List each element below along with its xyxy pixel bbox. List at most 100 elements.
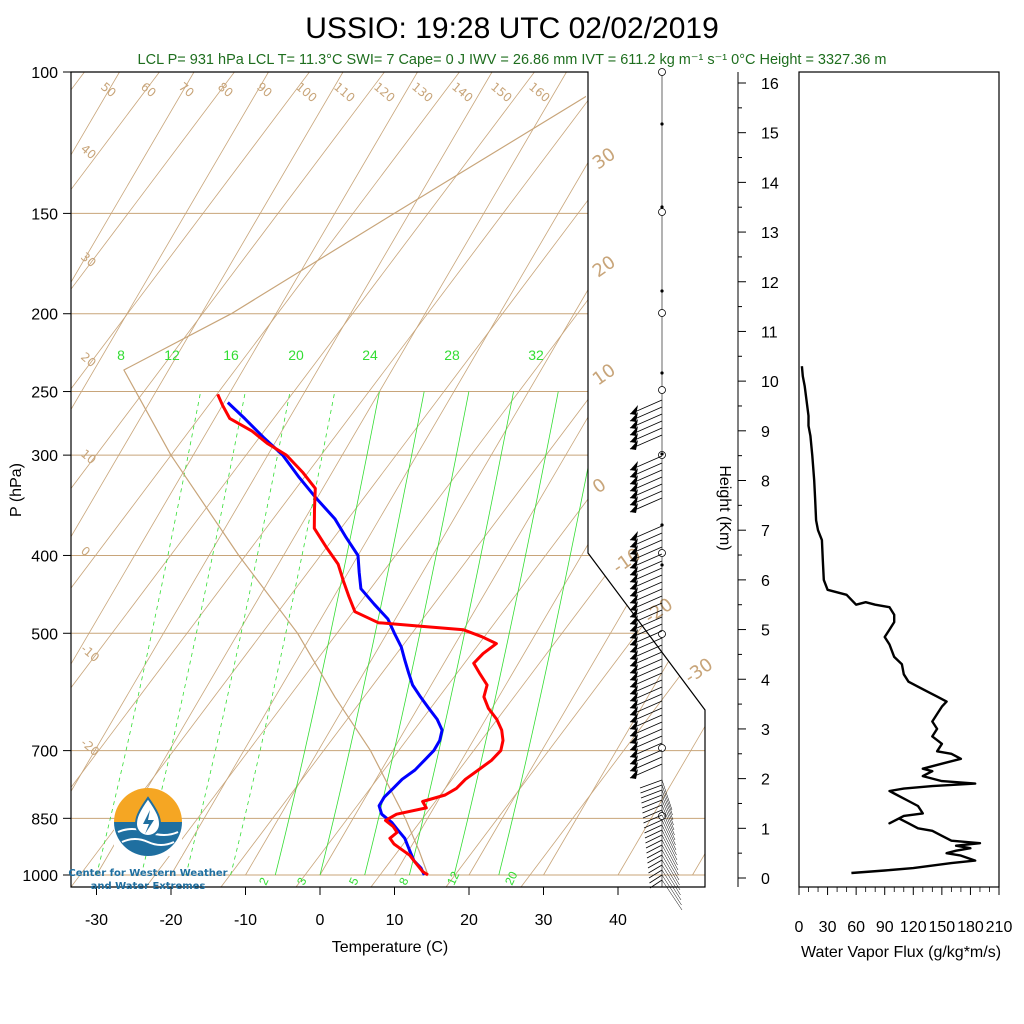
wind-barb-flag xyxy=(630,692,638,702)
wind-barb-flag xyxy=(630,489,638,499)
height-tick-label: 2 xyxy=(761,772,770,789)
parcel-profile-line xyxy=(123,95,586,876)
height-tick-label: 3 xyxy=(761,722,770,739)
height-tick-label: 13 xyxy=(761,225,779,242)
dry-adiabat-label: 10 xyxy=(78,447,99,468)
wind-barb-flag xyxy=(630,552,638,562)
mixing-ratio-top-label: 28 xyxy=(444,347,460,363)
pressure-tick-label: 500 xyxy=(31,626,58,643)
wind-barb xyxy=(641,799,663,809)
mixing-ratio-line xyxy=(96,391,202,876)
dry-adiabat-line xyxy=(0,0,21,887)
flux-frame xyxy=(798,71,1000,888)
wind-barb-tail xyxy=(661,819,677,851)
logo-line-2: and Water Extremes xyxy=(91,881,206,892)
mixing-ratio-line xyxy=(453,391,559,876)
isotherm-line xyxy=(71,72,493,876)
dry-adiabat-label: 40 xyxy=(78,142,99,163)
temperature-profile-line xyxy=(216,393,505,877)
wind-barb xyxy=(646,849,663,859)
flux-tick-label: 180 xyxy=(957,919,984,936)
wind-point-marker xyxy=(660,523,664,527)
dry-adiabat-label: 0 xyxy=(78,544,93,560)
wind-barb-tail xyxy=(661,814,676,846)
wind-barb-flag xyxy=(630,426,638,436)
temperature-tick-label: 0 xyxy=(316,912,325,929)
height-tick-label: 4 xyxy=(761,672,770,689)
wind-barb-flag xyxy=(630,608,638,618)
wind-barb-flag xyxy=(630,664,638,674)
wind-barb xyxy=(649,879,663,889)
dry-adiabat-line xyxy=(71,72,705,887)
pressure-tick-label: 850 xyxy=(31,811,58,828)
temperature-tick-label: 30 xyxy=(535,912,553,929)
wind-barb-flag xyxy=(630,734,638,744)
logo-line-1: Center for Western Weather xyxy=(68,868,227,879)
isotherm-line xyxy=(617,72,705,876)
wind-barb xyxy=(644,829,663,839)
height-tick-label: 14 xyxy=(761,175,779,192)
isotherm-label: 100 xyxy=(293,80,320,105)
wind-barb-tail xyxy=(661,879,683,911)
wind-barb-tail xyxy=(661,789,674,821)
wind-barb-flag xyxy=(630,419,638,429)
wind-point-marker xyxy=(660,371,664,375)
wind-barb-tail xyxy=(661,869,682,901)
isotherm-label: 160 xyxy=(526,80,553,105)
isotherm-line xyxy=(170,72,642,876)
wind-barb-flag xyxy=(630,538,638,548)
isotherm-line xyxy=(245,72,705,876)
wind-barb-flag xyxy=(630,531,638,541)
wind-barb xyxy=(645,839,663,849)
wind-barb-flag xyxy=(630,601,638,611)
wind-barb-flag xyxy=(630,713,638,723)
wind-barb-tail xyxy=(661,809,676,841)
wind-calm-marker xyxy=(658,309,666,317)
wind-barb-flag xyxy=(630,650,638,660)
wind-barb xyxy=(643,814,663,824)
pressure-tick-label: 300 xyxy=(31,448,58,465)
x-axis-label: Temperature (C) xyxy=(332,939,448,956)
wind-barb xyxy=(642,809,663,819)
wind-barb-flag xyxy=(630,769,638,779)
wind-barb-tail xyxy=(661,834,678,866)
dry-adiabat-line xyxy=(295,72,705,887)
flux-tick-label: 30 xyxy=(819,919,837,936)
wind-barb-flag xyxy=(630,405,638,415)
wind-calm-marker xyxy=(658,630,666,638)
wind-barb-flag xyxy=(630,559,638,569)
mixing-ratio-bottom-label: 2 xyxy=(256,875,272,887)
isotherm-line xyxy=(96,72,567,876)
dry-adiabat-label: 30 xyxy=(78,250,99,271)
height-tick-label: 9 xyxy=(761,424,770,441)
wind-barb-flag xyxy=(630,699,638,709)
isotherm-label: 110 xyxy=(331,80,358,105)
wind-barb xyxy=(645,834,663,844)
wind-barb xyxy=(643,819,663,829)
chart-title: USSIO: 19:28 UTC 02/02/2019 xyxy=(305,12,719,45)
height-tick-label: 8 xyxy=(761,474,770,491)
mixing-ratio-line xyxy=(185,391,291,876)
wind-barb xyxy=(648,864,663,874)
temperature-tick-label: -30 xyxy=(85,912,108,929)
flux-tick-label: 0 xyxy=(795,919,804,936)
isotherm-label: 140 xyxy=(449,80,476,105)
mixing-ratio-top-label: 24 xyxy=(362,347,378,363)
wind-barb xyxy=(647,854,663,864)
isotherm-line xyxy=(543,72,705,876)
isotherm-right-label: 30 xyxy=(589,144,620,174)
wind-barb-tail xyxy=(661,874,682,906)
wind-barb-tail xyxy=(661,804,675,836)
dry-adiabat-line xyxy=(71,72,697,887)
height-tick-label: 5 xyxy=(761,623,770,640)
dry-adiabat-line xyxy=(71,72,247,887)
dry-adiabat-line xyxy=(71,72,172,887)
wind-barb-flag xyxy=(630,643,638,653)
mixing-ratio-bottom-label: 5 xyxy=(346,875,362,887)
wind-point-marker xyxy=(660,289,664,293)
wind-barb-flag xyxy=(630,594,638,604)
temperature-tick-label: 20 xyxy=(460,912,478,929)
dewpoint-profile-line xyxy=(226,401,444,876)
mixing-ratio-top-label: 20 xyxy=(288,347,304,363)
